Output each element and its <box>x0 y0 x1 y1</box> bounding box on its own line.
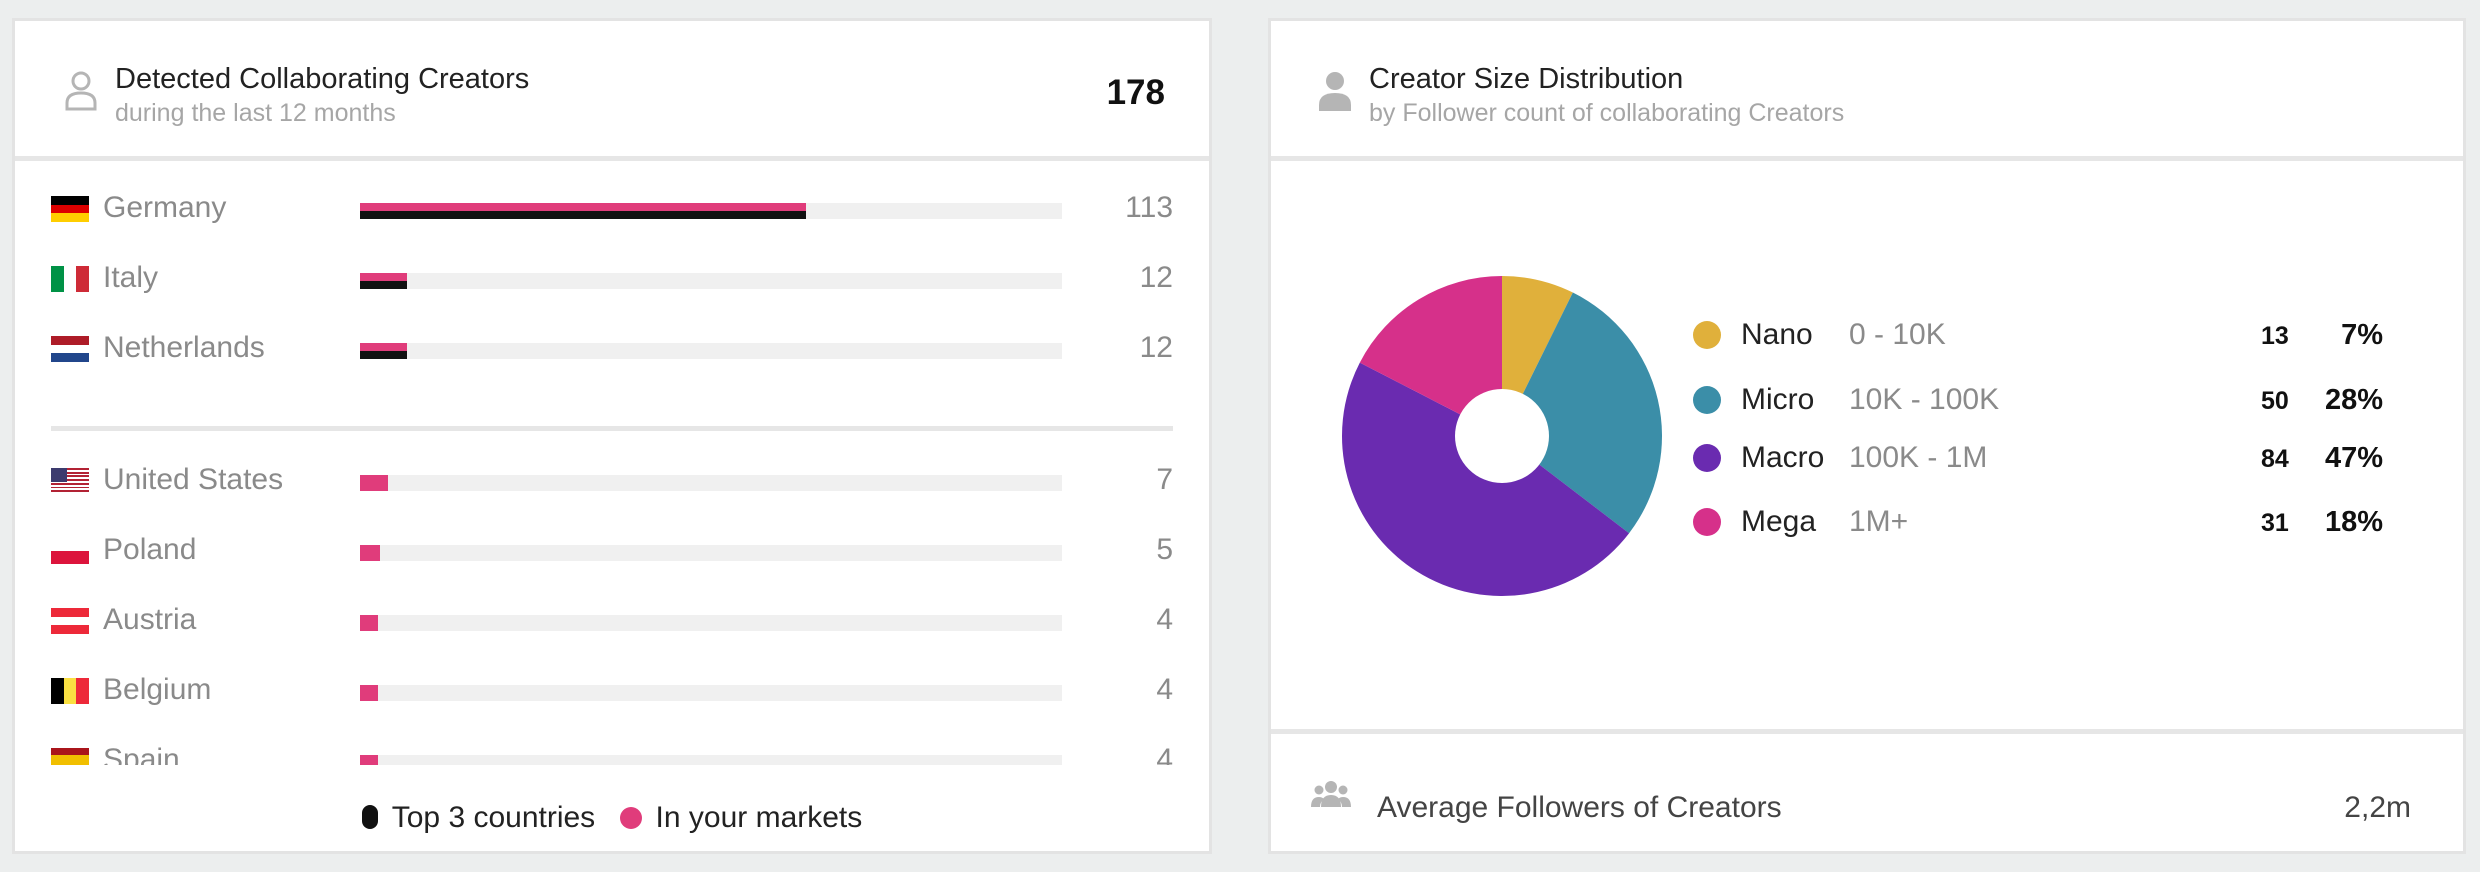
bar-fill <box>360 343 408 359</box>
country-count: 4 <box>1156 743 1173 765</box>
flag-icon <box>51 468 89 494</box>
country-count: 12 <box>1139 331 1173 364</box>
list-divider <box>51 426 1173 431</box>
segment-name: Macro <box>1741 441 1825 474</box>
creators-card-title: Detected Collaborating Creators <box>115 63 530 95</box>
segment-color-dot <box>1693 444 1721 472</box>
flag-icon <box>51 608 89 634</box>
segment-name: Micro <box>1741 383 1815 416</box>
country-row-austria: Austria 4 <box>15 593 1209 653</box>
country-count: 4 <box>1156 673 1173 706</box>
segment-color-dot <box>1693 321 1721 349</box>
bar-track <box>360 615 1062 631</box>
segment-row-macro: Macro 100K - 1M 84 47% <box>1271 436 2463 480</box>
country-name: Spain <box>103 743 180 765</box>
pie-slice-micro[interactable] <box>1502 292 1662 534</box>
country-row-germany: Germany 113 <box>15 181 1209 241</box>
legend-swatch-black <box>361 805 378 829</box>
segment-range: 10K - 100K <box>1849 383 2000 416</box>
country-row-italy: Italy 12 <box>15 251 1209 311</box>
country-name: Italy <box>103 261 159 294</box>
country-row-belgium: Belgium 4 <box>15 663 1209 723</box>
bar-fill <box>360 755 378 765</box>
size-card-subtitle: by Follower count of collaborating Creat… <box>1369 99 1845 127</box>
bar-track <box>360 545 1062 561</box>
segment-percent: 18% <box>2324 506 2383 538</box>
country-row-poland: Poland 5 <box>15 523 1209 583</box>
avg-followers-label: Average Followers of Creators <box>1377 791 1782 824</box>
country-count: 7 <box>1156 463 1173 496</box>
bar-fill <box>360 685 378 701</box>
bar-legend: Top 3 countries In your markets <box>15 801 1209 835</box>
segment-name: Mega <box>1741 505 1817 538</box>
country-row-united-states: United States 7 <box>15 453 1209 513</box>
flag-icon <box>51 336 89 362</box>
bar-fill <box>360 203 806 219</box>
pie-hole <box>1455 389 1549 483</box>
segment-count: 50 <box>2261 387 2289 415</box>
flag-icon <box>51 748 89 765</box>
segment-row-nano: Nano 0 - 10K 13 7% <box>1271 313 2463 357</box>
creators-card: Detected Collaborating Creators during t… <box>12 18 1212 854</box>
segment-range: 1M+ <box>1849 505 1909 538</box>
legend-label: In your markets <box>655 801 863 834</box>
person-icon <box>1319 72 1351 111</box>
bar-fill <box>360 615 378 631</box>
bar-track <box>360 755 1062 765</box>
country-name: United States <box>103 463 284 496</box>
bar-track <box>360 273 1062 289</box>
legend-swatch-pink <box>619 807 642 829</box>
segment-color-dot <box>1693 386 1721 414</box>
legend-item-markets: In your markets <box>619 801 863 835</box>
country-count: 4 <box>1156 603 1173 636</box>
flag-icon <box>51 678 89 704</box>
country-list[interactable]: Germany 113 Italy 12 Netherlands 12 United Sta… <box>15 181 1209 765</box>
size-pie-chart <box>1342 276 1662 596</box>
country-row-netherlands: Netherlands 12 <box>15 321 1209 381</box>
card-divider <box>1271 729 2463 734</box>
segment-range: 100K - 1M <box>1849 441 1988 474</box>
creators-card-subtitle: during the last 12 months <box>115 99 396 127</box>
bar-fill <box>360 475 388 491</box>
size-card-title: Creator Size Distribution <box>1369 63 1684 95</box>
bar-track <box>360 685 1062 701</box>
bar-fill <box>360 545 380 561</box>
country-name: Netherlands <box>103 331 265 364</box>
bar-track <box>360 343 1062 359</box>
country-name: Belgium <box>103 673 212 706</box>
segment-count: 13 <box>2261 322 2289 350</box>
bar-track <box>360 475 1062 491</box>
country-count: 113 <box>1125 191 1173 224</box>
country-name: Poland <box>103 533 197 566</box>
legend-item-top3: Top 3 countries <box>361 801 596 835</box>
country-name: Germany <box>103 191 227 224</box>
segment-row-micro: Micro 10K - 100K 50 28% <box>1271 378 2463 422</box>
country-name: Austria <box>103 603 197 636</box>
size-card-header: Creator Size Distribution by Follower co… <box>1271 21 2463 161</box>
segment-percent: 47% <box>2324 442 2383 474</box>
segment-color-dot <box>1693 508 1721 536</box>
segment-count: 31 <box>2261 509 2289 537</box>
group-icon <box>1311 781 1351 807</box>
country-count: 5 <box>1156 533 1173 566</box>
flag-icon <box>51 538 89 564</box>
country-row-spain: Spain 4 <box>15 733 1209 765</box>
country-count: 12 <box>1139 261 1173 294</box>
pie-slice-mega[interactable] <box>1359 276 1502 436</box>
avg-followers-value: 2,2m <box>2344 791 2411 824</box>
size-card: Creator Size Distribution by Follower co… <box>1268 18 2466 854</box>
legend-label: Top 3 countries <box>391 801 596 834</box>
segment-row-mega: Mega 1M+ 31 18% <box>1271 500 2463 544</box>
creators-card-header: Detected Collaborating Creators during t… <box>15 21 1209 161</box>
bar-fill <box>360 273 408 289</box>
person-icon <box>65 71 97 111</box>
segment-name: Nano <box>1741 318 1813 351</box>
segment-percent: 28% <box>2324 384 2383 416</box>
segment-range: 0 - 10K <box>1849 318 1946 351</box>
segment-count: 84 <box>2261 445 2289 473</box>
flag-icon <box>51 196 89 222</box>
flag-icon <box>51 266 89 292</box>
creators-total-count: 178 <box>1106 73 1165 112</box>
segment-percent: 7% <box>2341 319 2383 351</box>
